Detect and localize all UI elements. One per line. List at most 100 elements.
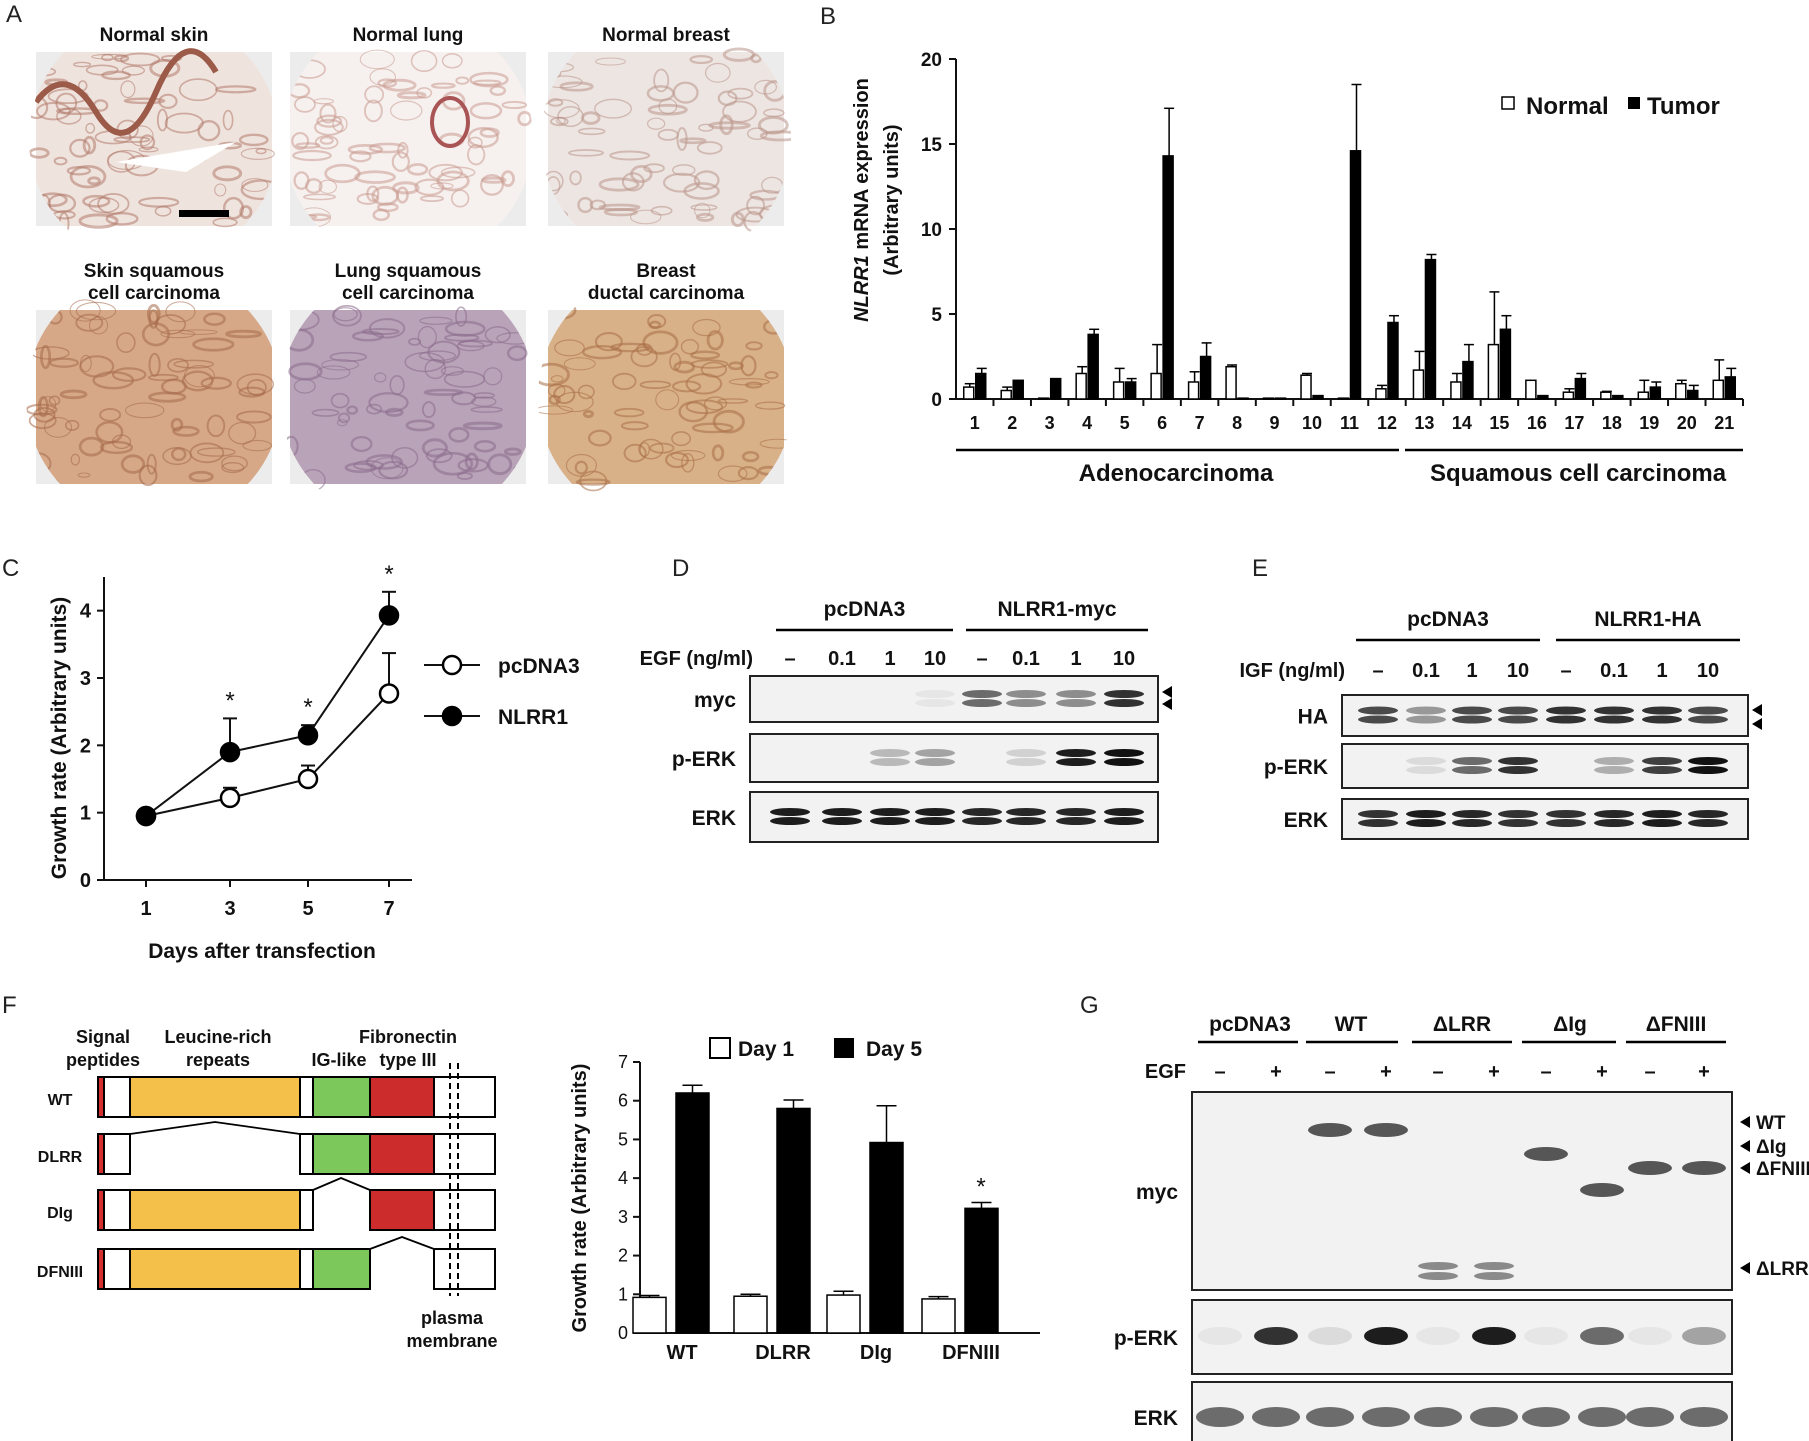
tissue-texture <box>37 395 49 418</box>
tissue-texture <box>319 103 337 124</box>
protein-band <box>1418 1262 1458 1270</box>
tissue-texture <box>763 108 785 118</box>
protein-band <box>1104 758 1144 766</box>
y-tick-label: 0 <box>931 390 942 411</box>
tissue-texture <box>344 462 377 474</box>
panel-d: D pcDNA3 NLRR1-myc EGF (ng/ml) – 0.1 1 10 – 0.1 1… <box>640 555 1172 843</box>
tissue-texture <box>481 176 507 184</box>
protein-band <box>915 758 955 766</box>
tissue-texture <box>288 362 323 381</box>
protein-band <box>1498 715 1538 724</box>
construct-label: DLRR <box>38 1149 83 1166</box>
sign-label: – <box>1540 1061 1551 1083</box>
tissue-texture <box>727 87 754 100</box>
protein-band <box>915 808 955 816</box>
tissue-texture <box>99 407 122 422</box>
bar-day-5 <box>869 1141 904 1334</box>
sign-label: – <box>1324 1061 1335 1083</box>
domain-w <box>103 1189 131 1231</box>
legend-swatch-day1 <box>709 1037 731 1059</box>
tissue-texture <box>609 150 651 161</box>
tissue-texture <box>587 429 612 447</box>
blot-row-label: ERK <box>1284 809 1328 832</box>
tissue-texture <box>111 367 147 382</box>
tissue-texture <box>653 68 670 93</box>
protein-band <box>1594 766 1634 774</box>
panel-label-a: A <box>6 1 22 28</box>
bar-tumor <box>1649 386 1662 400</box>
protein-band <box>1594 715 1634 724</box>
tissue-texture <box>665 451 690 469</box>
tissue-texture <box>559 81 594 92</box>
tissue-texture <box>629 209 662 225</box>
x-tick-label: 7 <box>1195 413 1205 433</box>
chart-c: 0 1 2 3 4 1 3 5 7 Days after transfection Growth r… <box>48 561 580 963</box>
dose-label: 1 <box>884 648 895 670</box>
domain-label: Fibronectin <box>359 1027 457 1047</box>
band-marker-label: ΔLRR <box>1756 1259 1809 1280</box>
tissue-texture <box>487 453 513 476</box>
tissue-texture <box>630 346 658 368</box>
protein-band <box>1546 706 1586 715</box>
tissue-texture <box>314 118 344 136</box>
protein-band <box>1308 1123 1352 1137</box>
protein-band <box>962 699 1002 707</box>
tissue-texture <box>125 402 165 419</box>
tissue-texture <box>473 440 497 453</box>
tissue-texture <box>754 401 786 410</box>
tissue-texture <box>239 205 253 220</box>
x-tick-label: 14 <box>1452 413 1472 433</box>
protein-band <box>1498 706 1538 715</box>
tissue-texture <box>311 408 340 417</box>
domain-tail <box>433 1076 496 1118</box>
tissue-texture <box>457 339 494 348</box>
domain-ig <box>312 1076 371 1118</box>
tissue-texture <box>484 326 511 344</box>
legend-marker-nlrr1 <box>441 705 463 727</box>
tissue-texture <box>575 478 611 486</box>
tissue-texture <box>212 165 243 182</box>
protein-band <box>1006 817 1046 825</box>
dose-label: 1 <box>1466 660 1477 682</box>
bar-tumor <box>1424 258 1437 400</box>
tissue-texture <box>370 457 404 480</box>
domain-w2 <box>299 1133 314 1175</box>
tissue-texture <box>192 337 235 352</box>
tissue-texture <box>363 99 383 123</box>
protein-band <box>915 699 955 707</box>
protein-band <box>1406 715 1446 724</box>
protein-band <box>1688 810 1728 818</box>
tissue-texture <box>314 135 339 150</box>
tissue-texture <box>676 126 688 152</box>
bar-tumor <box>1274 397 1287 400</box>
protein-band <box>1524 1147 1568 1161</box>
tissue-texture <box>173 359 215 369</box>
y-tick-label: 1 <box>80 803 91 825</box>
legend-label-pcdna3: pcDNA3 <box>498 655 580 678</box>
blot-row-label: p-ERK <box>1264 756 1328 779</box>
legend-swatch-normal <box>1501 96 1515 110</box>
chart-f: 0 1 2 3 4 5 6 7 Growth rate (Arbitrary units) WT D… <box>569 1037 1040 1364</box>
protein-band <box>1682 1327 1726 1345</box>
protein-band <box>1688 715 1728 724</box>
group-label: pcDNA3 <box>1407 608 1489 631</box>
data-point-pcdna3 <box>297 768 319 790</box>
x-tick-label: 6 <box>1157 413 1167 433</box>
domain-schematic: Signal peptides Leucine-rich repeats IG-like… <box>37 1027 498 1351</box>
tissue-texture <box>690 359 729 369</box>
tissue-texture <box>167 357 189 373</box>
blot-strip <box>749 675 1159 723</box>
tissue-texture <box>424 358 447 380</box>
tissue-texture <box>228 421 257 445</box>
domain-label: Leucine-rich <box>164 1027 271 1047</box>
bar-normal <box>1562 391 1575 400</box>
bar-tumor <box>1499 328 1512 400</box>
protein-band <box>1642 706 1682 715</box>
tissue-texture <box>594 98 633 119</box>
tissue-texture <box>428 163 463 182</box>
y-tick-label: 3 <box>618 1207 628 1227</box>
tissue-texture <box>503 447 522 456</box>
tissue-texture <box>443 370 486 388</box>
protein-band <box>1470 1407 1518 1427</box>
